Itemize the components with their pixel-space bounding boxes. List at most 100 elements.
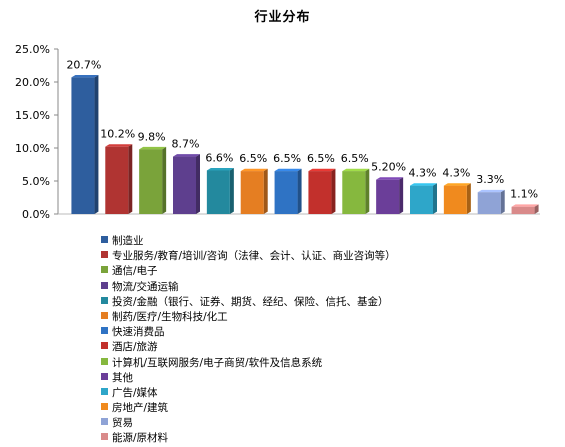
bar-top [139,146,167,150]
bar-data-label: 1.1% [510,188,538,201]
bar-front [240,171,264,214]
legend-item: 房地产/建筑 [101,401,396,416]
bar-side [162,146,167,214]
legend-label: 其他 [112,371,133,384]
legend-label: 计算机/互联网服务/电子商贸/软件及信息系统 [112,356,323,369]
legend-swatch [101,342,108,350]
bar [511,204,539,214]
bar-side [534,204,539,214]
bar-side [466,183,471,214]
legend-item: 投资/金融（银行、证券、期货、经纪、保险、信托、基金） [101,295,396,310]
legend-swatch [101,372,108,380]
bar-data-label: 10.2% [100,128,135,141]
legend-label: 制药/医疗/生物科技/化工 [112,310,228,323]
legend: 制造业 专业服务/教育/培训/咨询（法律、会计、认证、商业咨询等） 通信/电子 物流/… [101,234,396,447]
legend-item: 酒店/旅游 [101,340,396,355]
legend-label: 投资/金融（银行、证券、期货、经纪、保险、信托、基金） [112,295,389,308]
bar-top [376,177,404,180]
bar-data-label: 6.6% [205,151,233,164]
bar-side [399,177,404,214]
bar-side [263,168,268,214]
bar-top [308,168,336,172]
bar [105,144,133,214]
legend-swatch [101,236,108,243]
bar-top [206,168,234,171]
legend-swatch [101,403,108,411]
bar-front [443,185,467,214]
bar-data-label: 3.3% [476,173,504,186]
bar [71,74,99,214]
bar-side [196,154,200,214]
legend-item: 专业服务/教育/培训/咨询（法律、会计、认证、商业咨询等） [101,249,396,264]
legend-item: 计算机/互联网服务/电子商贸/软件及信息系统 [101,356,396,371]
bar-side [331,168,336,214]
bar-top [511,204,539,207]
legend-label: 能源/原材料 [112,432,169,445]
bar-side [229,168,234,214]
bar-side [128,144,133,214]
bar-front [376,179,400,214]
legend-swatch [101,251,108,259]
y-tick-label: 25.0% [15,43,50,56]
legend-swatch [101,266,108,274]
y-tick-label: 15.0% [15,109,50,122]
bar-side [433,183,437,214]
bar-top [274,168,302,172]
bar-front [105,146,129,214]
legend-swatch [101,433,108,441]
bar-chart: 0.0% 5.0% 10.0% 15.0% 20.0% 25.0% 20.7% 10.2% 9… [15,43,540,221]
legend-item: 通信/电子 [101,264,396,279]
legend-label: 快速消费品 [112,326,165,339]
legend-label: 贸易 [112,417,133,430]
bar-top [342,168,370,172]
legend-item: 快速消费品 [101,325,396,340]
bar-front [342,171,366,214]
bar [240,168,268,214]
bar [376,177,404,214]
bar-front [511,206,535,214]
bar-data-label: 4.3% [409,167,437,180]
bar-data-label: 4.3% [442,167,470,180]
bar-data-label: 6.5% [307,152,335,165]
bar-data-label: 20.7% [66,58,101,71]
bar-front [139,149,163,214]
bar-front [71,77,95,214]
legend-swatch [101,387,108,395]
bar [308,168,336,214]
bar-top [173,154,200,157]
bar [173,154,200,214]
legend-item: 制药/医疗/生物科技/化工 [101,310,396,325]
legend-item: 广告/媒体 [101,386,396,401]
bar-data-label: 8.7% [172,138,200,151]
legend-swatch [101,296,108,304]
bar [443,183,471,214]
legend-item: 贸易 [101,416,396,431]
legend-label: 广告/媒体 [112,386,158,399]
bar-top [410,183,437,186]
legend-swatch [101,327,108,335]
bar-front [173,156,196,214]
bar-data-label: 6.5% [341,152,369,165]
legend-label: 酒店/旅游 [112,341,158,354]
bar [206,168,234,214]
bar-top [240,168,268,172]
bar-front [274,171,298,214]
bar-data-label: 6.5% [273,152,301,165]
bar-data-label: 6.5% [239,152,267,165]
bar-front [206,170,230,214]
y-tick-label: 0.0% [22,208,50,221]
legend-item: 制造业 [101,234,396,249]
data-labels: 20.7%10.2% 9.8%8.7%6.6% 6.5% 6.5% 6.5% 6.5%5.… [66,58,538,200]
bar-data-label: 9.8% [138,130,166,143]
legend-swatch [101,418,108,426]
bar-side [500,189,505,214]
bar [139,146,167,214]
bar [477,189,505,214]
bars [71,74,539,214]
chart-title: 行业分布 [254,10,311,25]
y-tick-label: 5.0% [22,175,50,188]
legend-item: 物流/交通运输 [101,280,396,295]
legend-swatch [101,311,108,319]
legend-item: 能源/原材料 [101,431,396,446]
bar-data-label: 5.20% [371,161,406,174]
